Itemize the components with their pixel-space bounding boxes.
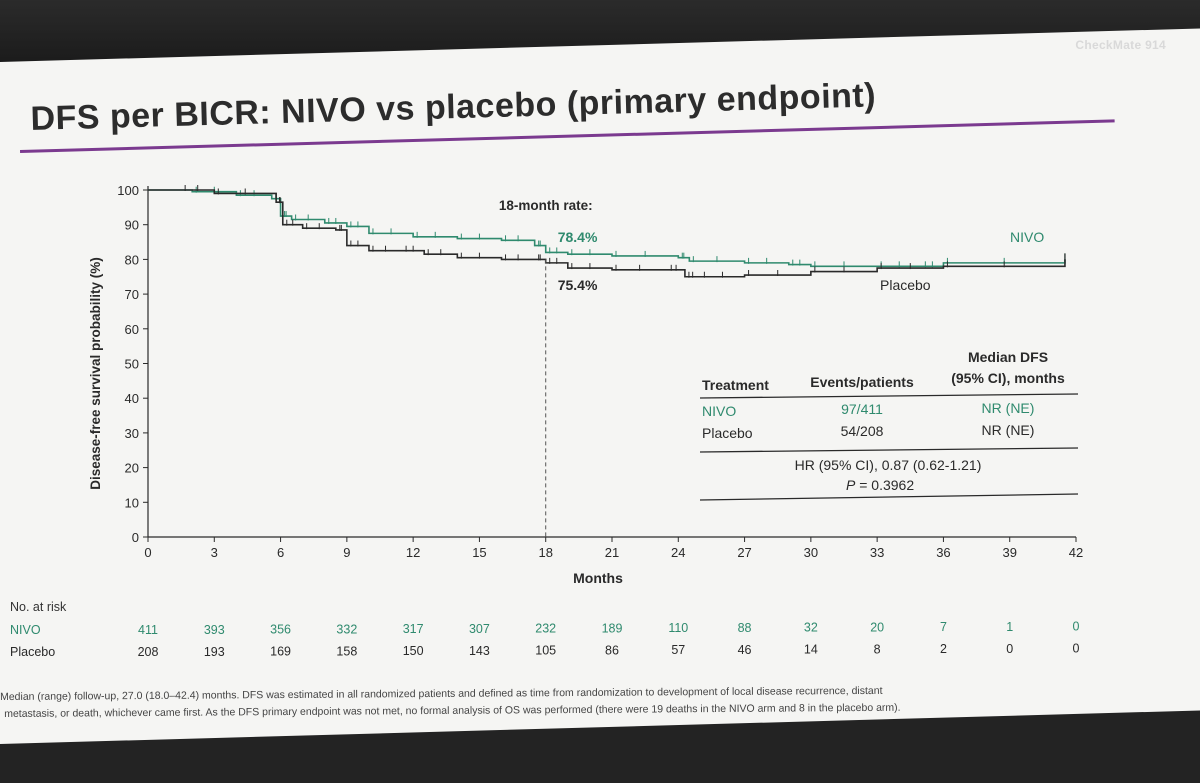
table-row-events: 97/411 (841, 401, 883, 417)
at-risk-value: 8 (874, 642, 881, 656)
at-risk-value: 393 (204, 623, 225, 637)
at-risk-value: 32 (804, 621, 818, 635)
chart-annotations: 18-month rate: 78.4% 75.4% NIVO Placebo (499, 198, 1044, 537)
table-rule-middle (699, 447, 1079, 453)
p-label: P (846, 477, 856, 493)
table-hr: HR (95% CI), 0.87 (0.62-1.21) (795, 457, 982, 473)
at-risk-value: 208 (138, 645, 159, 659)
at-risk-value: 1 (1006, 620, 1013, 634)
x-tick-label: 0 (144, 545, 151, 560)
y-tick-label: 60 (125, 322, 139, 337)
table-rule-top (699, 393, 1079, 399)
table-header-median-line1: Median DFS (968, 349, 1048, 365)
nivo-curve (148, 189, 1066, 268)
y-tick-label: 30 (125, 426, 139, 441)
at-risk-value: 356 (270, 623, 291, 637)
at-risk-value: 150 (403, 644, 424, 658)
at-risk-title: No. at risk (10, 600, 67, 614)
brand-label: CheckMate 914 (1075, 38, 1166, 52)
at-risk-value: 57 (671, 643, 685, 657)
table-row-median: NR (NE) (982, 400, 1035, 416)
nivo-rate-label: 78.4% (558, 229, 598, 245)
at-risk-value: 14 (804, 643, 818, 657)
placebo-rate-label: 75.4% (558, 277, 598, 293)
y-tick-label: 20 (125, 461, 139, 476)
at-risk-value: 7 (940, 620, 947, 634)
x-tick-label: 24 (671, 545, 685, 560)
at-risk-row-label: Placebo (10, 645, 55, 659)
at-risk-value: 332 (336, 622, 357, 636)
at-risk-value: 20 (870, 620, 884, 634)
table-row-median: NR (NE) (982, 422, 1035, 438)
at-risk-value: 158 (336, 644, 357, 658)
x-tick-label: 42 (1069, 545, 1083, 560)
table-header-events: Events/patients (810, 374, 914, 390)
y-tick-label: 100 (117, 183, 139, 198)
table-rule-bottom (699, 493, 1079, 501)
table-header-median-line2: (95% CI), months (951, 370, 1065, 386)
table-row-treatment: Placebo (702, 425, 753, 441)
rate-label: 18-month rate: (499, 198, 593, 213)
chart-curves (148, 185, 1066, 278)
summary-table: Treatment Events/patients Median DFS (95% C… (699, 349, 1079, 501)
at-risk-value: 189 (602, 621, 623, 635)
table-p-value: P = 0.3962 (846, 477, 914, 493)
at-risk-value: 307 (469, 622, 490, 636)
x-tick-label: 3 (211, 545, 218, 560)
at-risk-value: 86 (605, 643, 619, 657)
table-header-treatment: Treatment (702, 377, 769, 393)
x-tick-label: 21 (605, 545, 619, 560)
at-risk-value: 2 (940, 642, 947, 656)
at-risk-value: 88 (738, 621, 752, 635)
y-tick-label: 50 (125, 357, 139, 372)
y-tick-label: 70 (125, 287, 139, 302)
at-risk-value: 0 (1073, 620, 1080, 634)
y-tick-label: 90 (125, 218, 139, 233)
x-tick-label: 27 (737, 545, 751, 560)
at-risk-value: 46 (738, 643, 752, 657)
at-risk-value: 143 (469, 644, 490, 658)
at-risk-value: 411 (138, 623, 158, 637)
x-tick-label: 6 (277, 545, 284, 560)
at-risk-value: 317 (403, 622, 424, 636)
y-axis-label: Disease-free survival probability (%) (88, 257, 103, 490)
at-risk-value: 193 (204, 645, 225, 659)
y-tick-label: 0 (132, 530, 139, 545)
at-risk-row-label: NIVO (10, 623, 41, 637)
x-tick-label: 33 (870, 545, 884, 560)
at-risk-value: 110 (668, 621, 688, 635)
x-tick-label: 15 (472, 545, 486, 560)
at-risk-value: 0 (1006, 642, 1013, 656)
x-tick-label: 36 (936, 545, 950, 560)
y-tick-label: 10 (125, 495, 139, 510)
x-tick-label: 30 (804, 545, 818, 560)
table-row-events: 54/208 (841, 423, 884, 439)
y-tick-label: 40 (125, 391, 139, 406)
at-risk-value: 232 (535, 622, 556, 636)
at-risk-value: 105 (535, 644, 556, 658)
x-axis-label: Months (573, 570, 623, 586)
at-risk-value: 169 (270, 645, 291, 659)
p-value-number: = 0.3962 (855, 477, 914, 493)
x-tick-label: 12 (406, 545, 420, 560)
placebo-curve (148, 189, 1066, 278)
y-tick-label: 80 (125, 252, 139, 267)
table-row-treatment: NIVO (702, 403, 736, 419)
x-tick-label: 9 (343, 545, 350, 560)
x-tick-label: 18 (538, 545, 552, 560)
at-risk-value: 0 (1073, 642, 1080, 656)
nivo-curve-label: NIVO (1010, 229, 1044, 245)
x-tick-label: 39 (1002, 545, 1016, 560)
placebo-curve-label: Placebo (880, 277, 931, 293)
